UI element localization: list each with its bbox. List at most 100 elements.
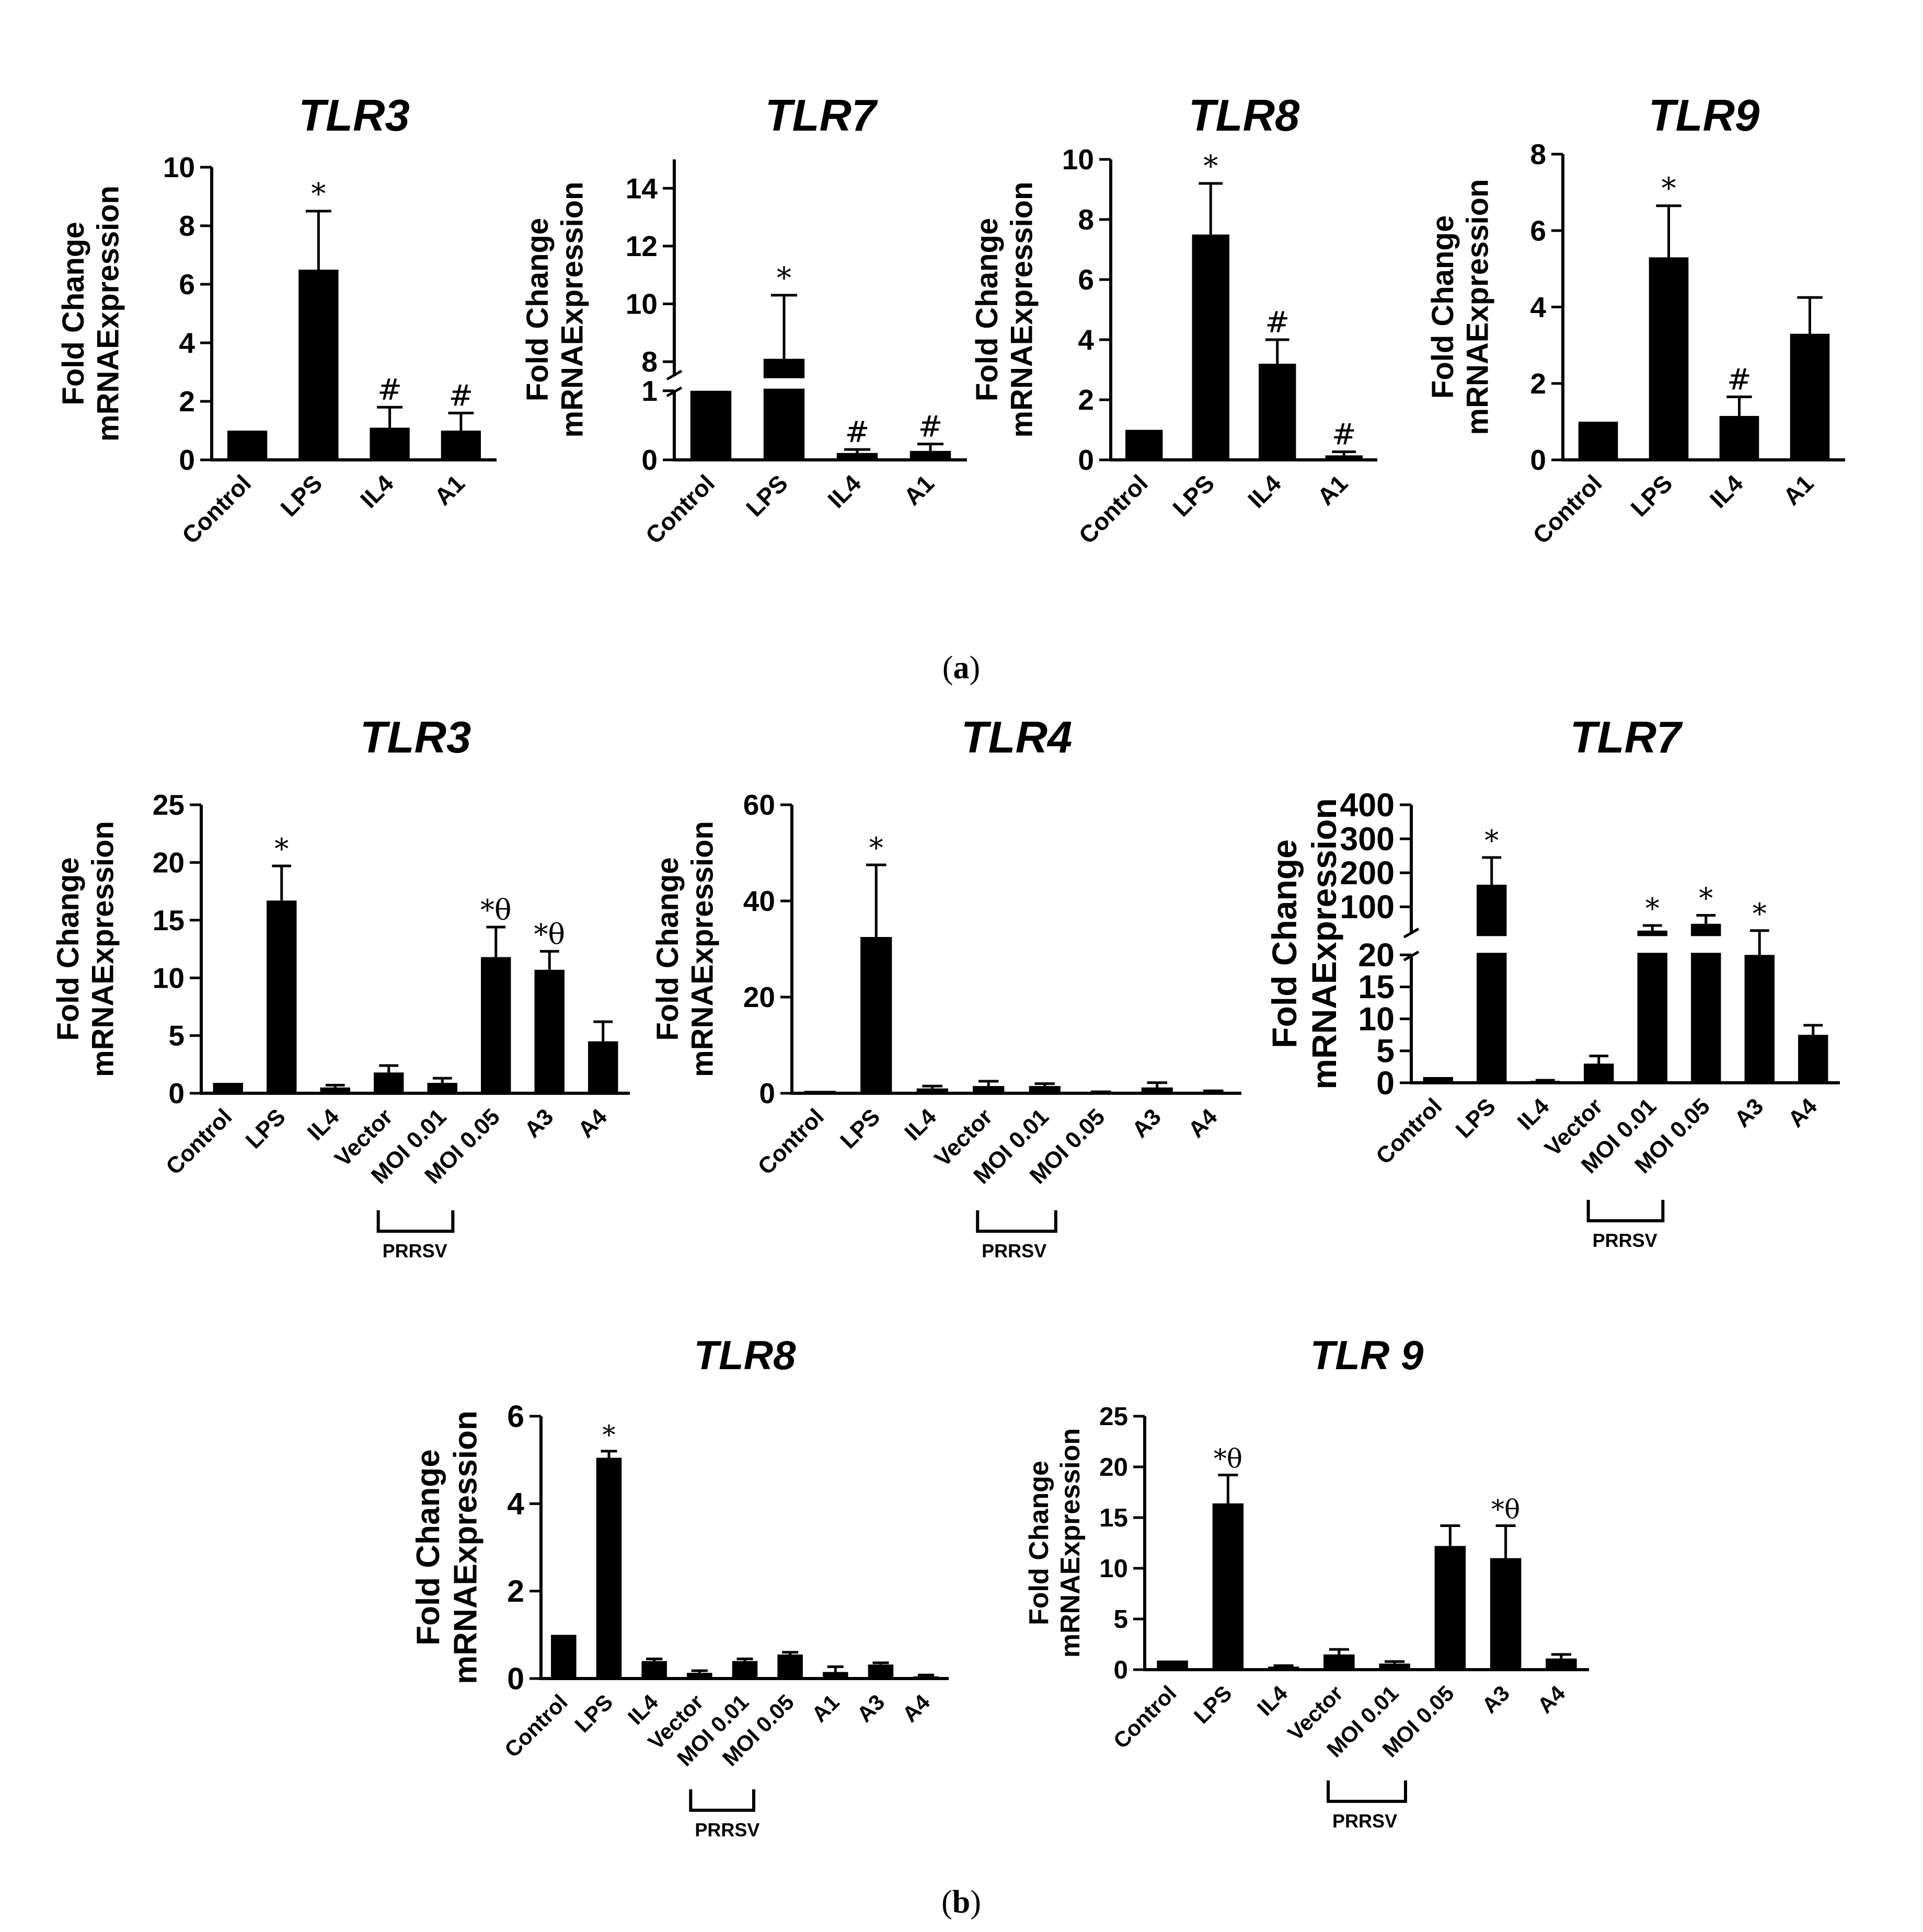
x-tick-label: IL4 (355, 469, 399, 513)
bar (641, 1661, 667, 1679)
significance-label: * (1203, 149, 1218, 183)
bar (320, 1087, 350, 1093)
bar (687, 1673, 712, 1679)
x-tick-label: A1 (429, 469, 470, 510)
y-tick-label: 5 (168, 1020, 185, 1052)
bar (1637, 930, 1667, 1083)
y-tick-label: 6 (507, 1399, 524, 1433)
x-tick-label: LPS (275, 469, 327, 522)
x-tick-label: A4 (573, 1104, 612, 1143)
bar (1192, 234, 1229, 460)
bar (267, 900, 297, 1093)
y-axis-label: Fold ChangemRNAExpression (521, 182, 590, 438)
y-axis-label-line2: mRNAExpression (686, 821, 720, 1077)
y-axis-label: Fold ChangemRNAExpression (410, 1410, 483, 1684)
y-axis-label: Fold ChangemRNAExpression (51, 821, 120, 1077)
x-tick-label: Control (500, 1690, 572, 1762)
significance-label: * (1645, 892, 1660, 925)
x-tick-label: Control (1371, 1093, 1447, 1169)
bar (1744, 955, 1775, 1083)
significance-label: *θ (480, 894, 512, 927)
bar (227, 431, 268, 460)
y-tick-label: 6 (1078, 263, 1094, 296)
significance-label: *θ (1491, 1495, 1520, 1525)
x-tick-label: A3 (1127, 1104, 1166, 1142)
chart-title: TLR3 (298, 91, 410, 141)
significance-label: # (1265, 306, 1289, 340)
chart-title: TLR3 (360, 713, 471, 762)
bar (1379, 1663, 1410, 1670)
bar (1423, 1077, 1453, 1083)
x-tick-label: Control (753, 1104, 829, 1179)
bar-break-gap (761, 378, 807, 389)
x-tick-label: A1 (807, 1690, 844, 1727)
significance-label: # (448, 379, 473, 413)
y-tick-label: 8 (1530, 138, 1546, 170)
bar (1197, 1092, 1229, 1093)
chart-title: TLR7 (765, 91, 878, 141)
significance-label: *θ (534, 918, 565, 951)
x-tick-label: A4 (1783, 1093, 1822, 1132)
x-tick-label: LPS (570, 1690, 617, 1737)
bar (823, 1672, 848, 1679)
y-tick-label: 4 (1078, 323, 1094, 356)
y-axis-label-line1: Fold Change (1426, 215, 1460, 399)
y-tick-label: 6 (1530, 214, 1546, 247)
y-tick-label: 8 (1078, 203, 1094, 236)
x-tick-label: A4 (1183, 1104, 1223, 1143)
bar (534, 969, 565, 1093)
y-axis-label: Fold ChangemRNAExpression (1024, 1428, 1086, 1658)
bar (860, 937, 892, 1093)
bar (916, 1088, 948, 1093)
bar (836, 453, 878, 460)
y-tick-label: 15 (153, 904, 185, 936)
bar (1212, 1503, 1244, 1670)
bar (973, 1086, 1005, 1093)
bar (596, 1457, 622, 1679)
axis-break-mark (666, 369, 683, 380)
x-tick-label: A4 (897, 1690, 935, 1727)
bar (1259, 364, 1296, 460)
chart-title: TLR8 (1189, 91, 1300, 141)
bar (1530, 1081, 1560, 1083)
y-tick-label: 15 (1099, 1503, 1128, 1532)
y-tick-label: 20 (1099, 1453, 1128, 1482)
significance-label: * (1753, 897, 1767, 930)
bar (804, 1091, 836, 1093)
y-tick-label: 200 (1340, 855, 1395, 892)
y-tick-label: 14 (626, 172, 658, 204)
bar (1325, 455, 1363, 460)
bar (913, 1676, 939, 1679)
prrsv-bracket-label: PRRSV (695, 1819, 759, 1841)
x-tick-label: A1 (899, 469, 939, 510)
x-tick-label: IL4 (1513, 1093, 1554, 1135)
bar (298, 270, 339, 460)
bar (1649, 257, 1689, 460)
y-tick-label: 40 (743, 885, 775, 917)
y-tick-label: 0 (1530, 444, 1546, 476)
y-axis-label: Fold ChangemRNAExpression (56, 186, 125, 442)
prrsv-bracket (689, 1789, 755, 1812)
prrsv-bracket-label: PRRSV (1593, 1230, 1657, 1251)
y-tick-label: 20 (1358, 937, 1395, 974)
bar (1477, 884, 1507, 1083)
y-tick-label: 25 (153, 789, 185, 821)
bar (1434, 1546, 1466, 1670)
y-tick-label: 0 (179, 444, 195, 476)
significance-label: * (311, 177, 326, 211)
bar (481, 957, 511, 1093)
panel-label-b: (b) (941, 1884, 981, 1920)
bar-break-gap (1689, 936, 1723, 953)
significance-label: * (1484, 824, 1499, 857)
y-axis-label-line1: Fold Change (970, 218, 1004, 401)
bar (1584, 1063, 1614, 1083)
bar (588, 1041, 618, 1093)
x-tick-label: Control (1109, 1681, 1181, 1753)
y-axis-label-line1: Fold Change (410, 1449, 446, 1645)
y-tick-label: 10 (153, 962, 185, 994)
bar-break-gap (1475, 936, 1509, 953)
y-tick-label: 60 (743, 789, 775, 821)
y-axis-label-line2: mRNAExpression (1305, 798, 1343, 1090)
y-axis-label-line1: Fold Change (1024, 1461, 1054, 1625)
